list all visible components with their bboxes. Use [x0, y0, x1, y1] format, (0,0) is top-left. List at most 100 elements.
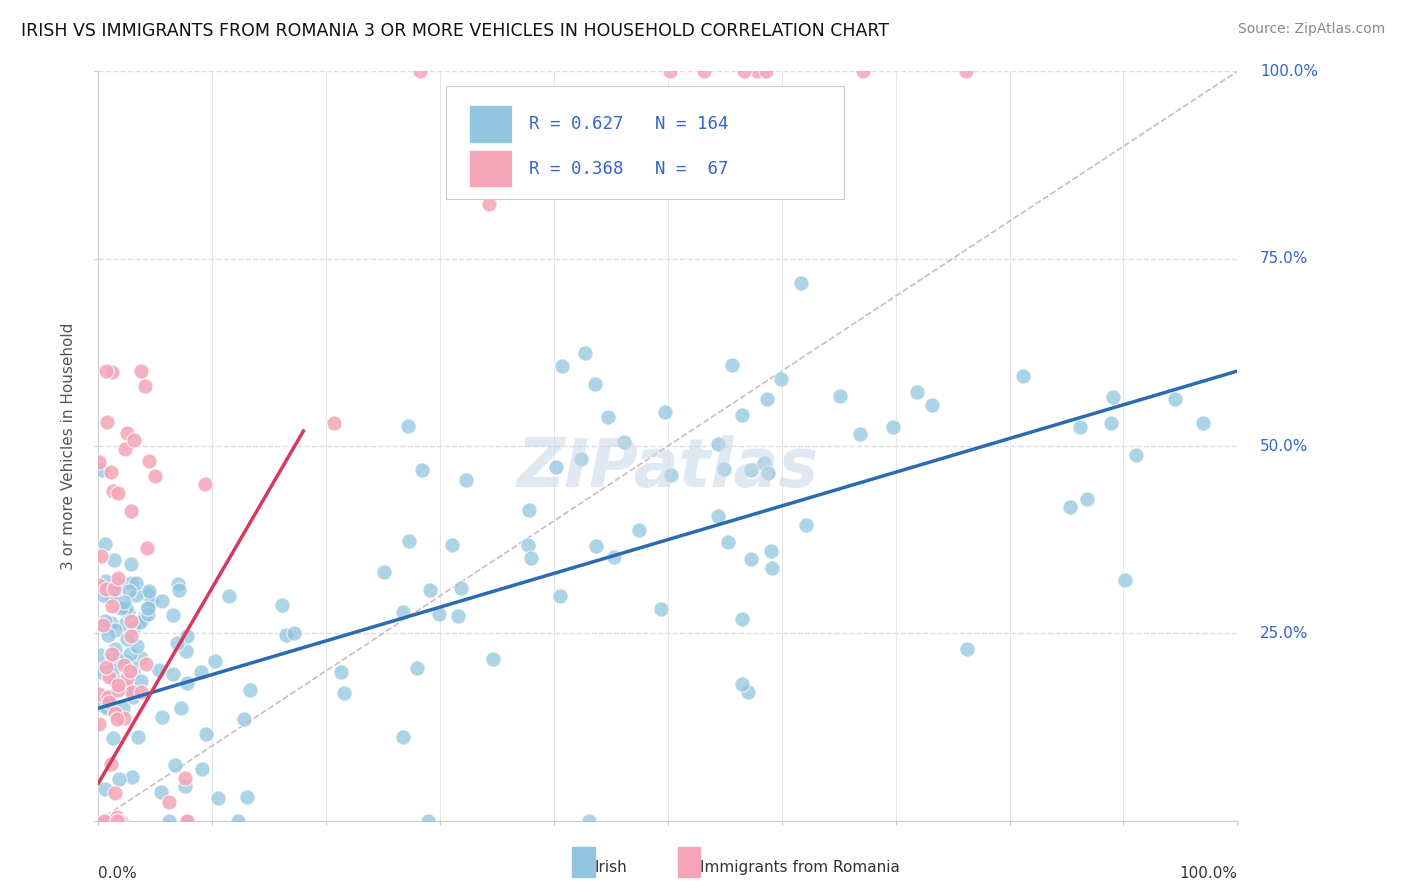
Point — [551, 359, 574, 373]
Point — [108, 814, 131, 828]
Point — [190, 665, 212, 679]
Point — [100, 465, 122, 479]
Point — [115, 632, 138, 646]
Point — [100, 615, 122, 630]
Point — [135, 657, 157, 671]
Point — [613, 435, 636, 450]
Point — [1099, 417, 1122, 431]
Point — [97, 814, 120, 828]
Point — [157, 814, 180, 828]
Point — [574, 345, 596, 359]
Point — [427, 607, 450, 621]
Point — [583, 377, 606, 392]
Point — [136, 607, 159, 621]
Point — [447, 608, 470, 623]
Point — [1125, 448, 1147, 462]
Point — [176, 629, 198, 643]
Point — [751, 64, 773, 78]
Point — [204, 654, 226, 668]
Point — [135, 541, 157, 555]
Point — [91, 463, 114, 477]
Point — [659, 468, 682, 483]
Text: R = 0.368   N =  67: R = 0.368 N = 67 — [529, 160, 728, 178]
Point — [114, 654, 136, 668]
Point — [120, 664, 142, 678]
Point — [97, 670, 120, 684]
Point — [134, 379, 156, 393]
Point — [418, 814, 440, 828]
Point — [94, 574, 117, 588]
Point — [120, 504, 142, 518]
Point — [98, 689, 121, 703]
Point — [105, 810, 128, 824]
Text: 25.0%: 25.0% — [1260, 626, 1309, 640]
Point — [125, 639, 148, 653]
Point — [745, 64, 768, 78]
Point — [107, 814, 129, 828]
Point — [93, 620, 115, 634]
Point — [121, 770, 143, 784]
Point — [96, 659, 118, 673]
Point — [107, 772, 129, 787]
Text: 50.0%: 50.0% — [1260, 439, 1309, 453]
Point — [118, 584, 141, 599]
Point — [585, 540, 607, 554]
Point — [104, 623, 127, 637]
Point — [97, 695, 120, 709]
Point — [104, 706, 127, 721]
Point — [441, 538, 464, 552]
Point — [138, 454, 160, 468]
Point — [93, 814, 115, 828]
Point — [323, 416, 346, 430]
Point — [127, 731, 149, 745]
Point — [122, 664, 145, 678]
Point — [150, 593, 173, 607]
Point — [454, 473, 477, 487]
Point — [114, 601, 136, 615]
Point — [90, 665, 112, 679]
Point — [650, 602, 672, 616]
Point — [1114, 573, 1136, 587]
Point — [101, 365, 124, 379]
Point — [105, 712, 128, 726]
Point — [174, 779, 197, 793]
Point — [737, 684, 759, 698]
Point — [693, 64, 716, 78]
Point — [101, 663, 124, 677]
Point — [111, 700, 134, 714]
Point — [148, 663, 170, 677]
Point — [101, 647, 124, 661]
Point — [103, 553, 125, 567]
Point — [97, 690, 120, 704]
Point — [166, 636, 188, 650]
Point — [131, 364, 153, 378]
Point — [138, 583, 160, 598]
Point — [1076, 491, 1098, 506]
Point — [129, 650, 152, 665]
Point — [548, 589, 571, 603]
Text: 75.0%: 75.0% — [1260, 252, 1309, 266]
Point — [226, 814, 249, 828]
Point — [100, 589, 122, 603]
Point — [101, 483, 124, 498]
Point — [450, 582, 472, 596]
Point — [107, 485, 129, 500]
Point — [790, 277, 813, 291]
Point — [478, 196, 501, 211]
Point — [131, 685, 153, 699]
Point — [955, 642, 977, 657]
Point — [103, 586, 125, 600]
Point — [103, 673, 125, 687]
Point — [120, 647, 142, 661]
Point — [112, 595, 135, 609]
Point — [91, 589, 114, 603]
Point — [194, 476, 217, 491]
Point — [849, 427, 872, 442]
Point — [122, 434, 145, 448]
Point — [115, 425, 138, 440]
Point — [128, 615, 150, 629]
Point — [174, 771, 197, 785]
Point — [165, 758, 187, 772]
Point — [94, 614, 117, 628]
Point — [122, 620, 145, 634]
